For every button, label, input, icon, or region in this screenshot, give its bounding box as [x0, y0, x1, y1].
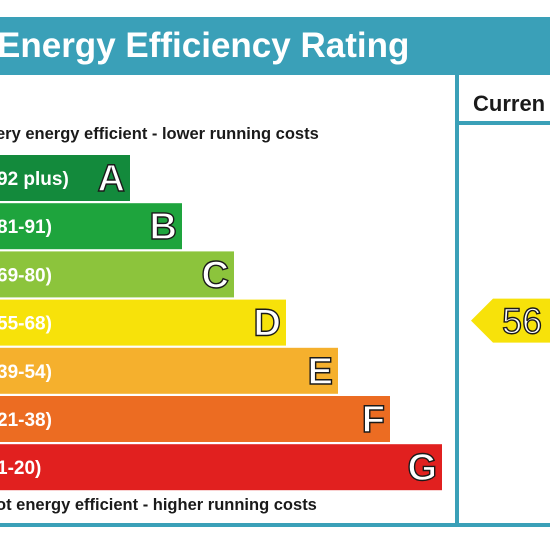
band-c — [0, 251, 234, 298]
band-b — [0, 203, 182, 250]
band-d — [0, 299, 286, 346]
band-c-letter: C — [202, 254, 229, 296]
band-e — [0, 347, 338, 394]
band-g — [0, 444, 442, 491]
band-b-letter: B — [150, 206, 177, 248]
band-a-range: 92 plus) — [0, 169, 69, 190]
band-c-range: 69-80) — [0, 265, 52, 286]
current-rating-value: 56 — [502, 301, 542, 342]
chart-title: Energy Efficiency Rating — [0, 26, 410, 65]
band-g-range: 1-20) — [0, 458, 41, 479]
current-column-divider — [455, 91, 459, 527]
top-note: ery energy efficient - lower running cos… — [0, 125, 319, 143]
band-g-letter: G — [407, 447, 437, 489]
band-e-letter: E — [308, 351, 333, 393]
band-a-letter: A — [98, 158, 125, 200]
bottom-note: ot energy efficient - higher running cos… — [0, 496, 317, 514]
band-a — [0, 155, 130, 201]
band-d-range: 55-68) — [0, 314, 52, 335]
band-f — [0, 396, 390, 442]
current-rating-arrow — [471, 298, 550, 343]
current-header-underline — [455, 121, 550, 125]
current-column-header: Curren — [473, 91, 546, 116]
band-d-letter: D — [254, 303, 281, 345]
band-b-range: 81-91) — [0, 217, 52, 238]
frame-bottom-line — [0, 523, 550, 527]
band-e-range: 39-54) — [0, 362, 52, 383]
band-f-letter: F — [362, 399, 385, 441]
band-f-range: 21-38) — [0, 410, 52, 431]
title-banner: Energy Efficiency Rating — [0, 17, 550, 75]
frame-top-line — [455, 75, 459, 91]
